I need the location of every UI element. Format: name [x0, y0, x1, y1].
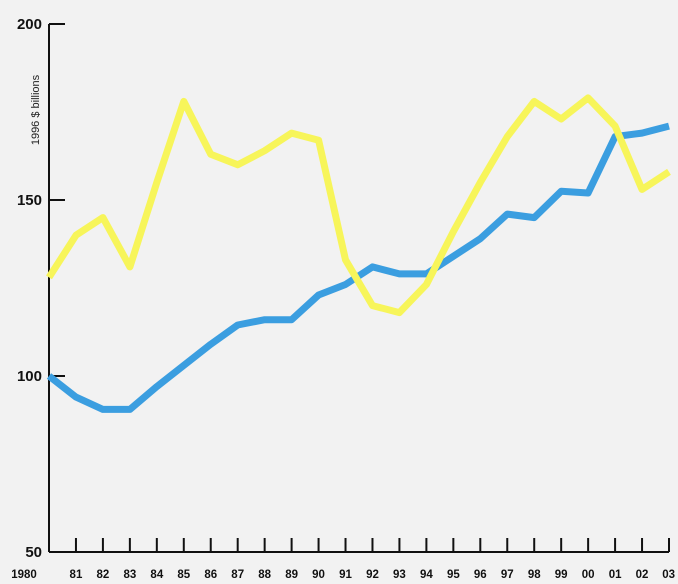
x-tick-label: 88 [258, 569, 271, 581]
x-tick-label: 95 [447, 569, 460, 581]
series-line-1 [46, 122, 670, 413]
x-tick-label: 02 [636, 569, 649, 581]
x-tick-label: 90 [312, 569, 325, 581]
x-tick-label: 03 [662, 569, 675, 581]
y-tick-label: 100 [17, 368, 42, 385]
series-line-2 [46, 94, 671, 317]
x-tick-label: 99 [555, 569, 568, 581]
x-tick-label: 81 [70, 569, 83, 581]
x-tick-label: 97 [501, 569, 514, 581]
x-tick-label: 00 [582, 569, 595, 581]
x-tick-label: 92 [366, 569, 379, 581]
x-tick-label: 89 [285, 569, 298, 581]
y-axis-label: 1996 $ billions [30, 74, 42, 145]
x-tick-label: 82 [97, 569, 110, 581]
x-tick-label: 98 [528, 569, 541, 581]
x-tick-label: 01 [609, 569, 622, 581]
x-tick-label: 1980 [11, 569, 37, 581]
y-axis: 50 100 150 200 [17, 16, 65, 561]
x-tick-label: 86 [204, 569, 217, 581]
y-tick-label: 200 [17, 16, 42, 33]
x-tick-label: 87 [231, 569, 244, 581]
x-tick-label: 84 [150, 569, 163, 581]
y-tick-label: 50 [25, 544, 42, 561]
x-tick-label: 91 [339, 569, 352, 581]
x-tick-label: 96 [474, 569, 487, 581]
x-tick-label: 94 [420, 569, 433, 581]
x-tick-label: 93 [393, 569, 406, 581]
y-tick-label: 150 [17, 192, 42, 209]
x-tick-label: 85 [177, 569, 190, 581]
x-tick-label: 83 [123, 569, 136, 581]
x-axis: 1980 81 82 83 84 85 86 87 88 89 90 91 92 93 94 95 96 97 98… [11, 538, 675, 581]
series-layer [46, 94, 671, 413]
